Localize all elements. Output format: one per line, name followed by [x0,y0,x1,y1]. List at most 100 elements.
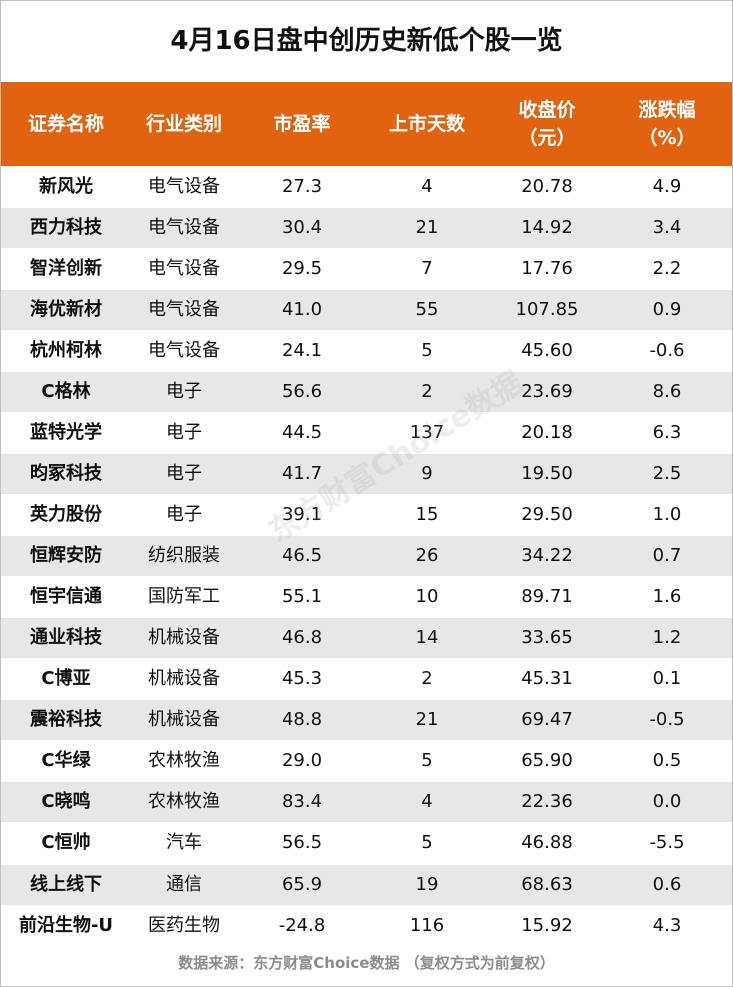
table-cell: 68.63 [521,873,573,895]
table-cell: 农林牧渔 [148,750,220,772]
header-cell: 上市天数 [388,113,465,135]
table-cell: 7 [421,257,433,279]
table-cell: 1.6 [652,586,682,608]
table-cell: 137 [409,421,445,443]
table-cell: 21 [415,216,439,238]
table-row: C恒帅 汽车 56.5 5 46.88 -5.5 [1,823,732,864]
table-cell: 17.76 [521,257,573,279]
table-cell: 2.5 [652,462,682,484]
table-row: 恒宇信通 国防军工 55.1 10 89.71 1.6 [1,577,732,618]
header-cell: 市盈率 [273,113,331,135]
table-cell: 4 [421,175,433,197]
table-cell: 8.6 [652,380,682,402]
table-cell: 46.5 [281,545,323,567]
table-cell: 116 [409,914,445,936]
header-cell: 行业类别 [145,113,222,135]
table-cell: 2.2 [652,257,682,279]
table-cell: 45.3 [281,668,323,690]
table-cell: -24.8 [278,914,326,936]
stock-name: C博亚 [41,668,91,690]
table-cell: 44.5 [281,421,323,443]
table-cell: 机械设备 [148,709,220,731]
table-cell: 电子 [166,421,202,443]
table-cell: 55.1 [281,586,323,608]
table-cell: 45.31 [521,668,573,690]
table-cell: 电子 [166,380,202,402]
stock-name: 震裕科技 [30,709,102,731]
table-cell: 23.69 [521,380,573,402]
stock-name: 线上线下 [30,873,102,895]
table-cell: 65.90 [521,750,573,772]
table-cell: 通信 [166,873,202,895]
table-cell: 10 [415,586,439,608]
table-cell: 41.0 [281,298,323,320]
table-cell: 3.4 [652,216,682,238]
table-cell: 24.1 [281,339,323,361]
stock-name: 蓝特光学 [30,421,102,443]
table-cell: 22.36 [521,791,573,813]
table-cell: 69.47 [521,709,573,731]
stock-name: 海优新材 [30,298,102,320]
table-cell: -0.5 [649,709,685,731]
table-cell: 5 [421,750,433,772]
table-cell: 电气设备 [148,257,220,279]
table-row: 线上线下 通信 65.9 19 68.63 0.6 [1,864,732,905]
table-cell: 4.3 [652,914,682,936]
table-cell: 29.0 [281,750,323,772]
table-row: 海优新材 电气设备 41.0 55 107.85 0.9 [1,289,732,330]
table-cell: 5 [421,832,433,854]
title: 4月16日盘中创历史新低个股一览 [170,26,563,56]
table-row: C博亚 机械设备 45.3 2 45.31 0.1 [1,659,732,700]
stock-name: C恒帅 [41,832,91,854]
stock-name: 西力科技 [30,216,102,238]
table-cell: 医药生物 [148,914,220,936]
table-cell: 4.9 [652,175,682,197]
table-cell: 19 [415,873,439,895]
stock-name: C晓鸣 [41,791,91,813]
table-cell: 0.1 [652,668,682,690]
table-row: 震裕科技 机械设备 48.8 21 69.47 -0.5 [1,700,732,741]
table-row: C华绿 农林牧渔 29.0 5 65.90 0.5 [1,741,732,782]
table-cell: 29.5 [281,257,323,279]
stock-name: 新风光 [39,175,93,197]
stock-name: C格林 [41,380,91,402]
stock-name: 恒辉安防 [30,545,102,567]
stock-name: 昀冢科技 [30,462,102,484]
table-cell: 41.7 [281,462,323,484]
table-cell: 55 [415,298,439,320]
table-cell: 电气设备 [148,298,220,320]
table-cell: -5.5 [649,832,685,854]
table-cell: 国防军工 [148,586,220,608]
table-cell: 27.3 [281,175,323,197]
table-cell: 107.85 [515,298,579,320]
stock-name: 智洋创新 [30,257,102,279]
table-cell: 电子 [166,462,202,484]
table-cell: 汽车 [166,832,202,854]
table-cell: 4 [421,791,433,813]
table-cell: 1.2 [652,627,682,649]
table-cell: 65.9 [281,873,323,895]
table-cell: 0.0 [652,791,682,813]
table-cell: 1.0 [652,503,682,525]
table-cell: 电气设备 [148,339,220,361]
table-cell: 83.4 [281,791,323,813]
table-row: 西力科技 电气设备 30.4 21 14.92 3.4 [1,207,732,248]
header-cell: （%） [638,127,696,149]
table-cell: 6.3 [652,421,682,443]
table-cell: 34.22 [521,545,573,567]
table-row: 智洋创新 电气设备 29.5 7 17.76 2.2 [1,248,732,289]
table-row: 蓝特光学 电子 44.5 137 20.18 6.3 [1,412,732,453]
table-cell: 0.9 [652,298,682,320]
table-cell: 89.71 [521,586,573,608]
table-row: 英力股份 电子 39.1 15 29.50 1.0 [1,494,732,535]
table-cell: 46.88 [521,832,573,854]
stock-name: 通业科技 [30,627,102,649]
table-cell: 56.5 [281,832,323,854]
table-cell: 0.6 [652,873,682,895]
table-cell: 9 [421,462,433,484]
table-cell: 48.8 [281,709,323,731]
table-cell: 0.7 [652,545,682,567]
table-cell: 纺织服装 [148,545,220,567]
table-cell: 机械设备 [148,668,220,690]
